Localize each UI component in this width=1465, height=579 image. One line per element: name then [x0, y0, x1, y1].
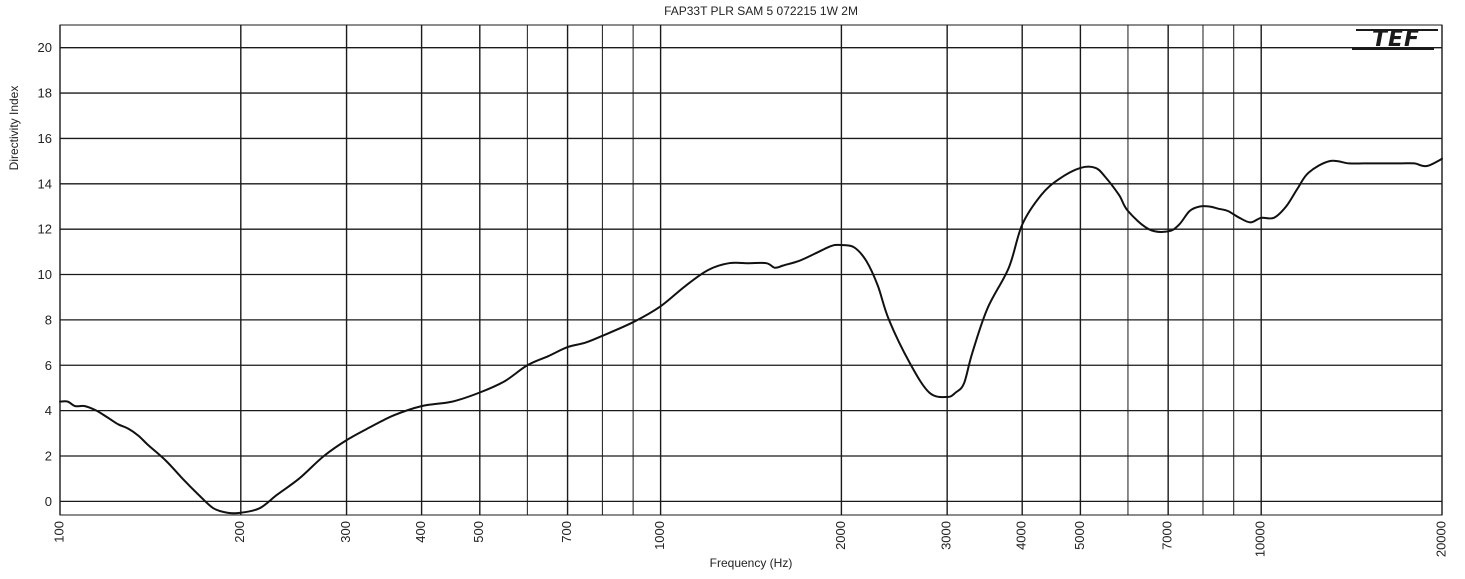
y-tick-label: 20: [38, 40, 52, 55]
x-tick-label: 100: [51, 521, 66, 543]
x-tick-label: 1000: [652, 521, 667, 550]
y-axis-label: Directivity Index: [7, 86, 21, 171]
tef-logo-icon: TEF: [1352, 27, 1438, 52]
x-tick-label: 7000: [1160, 521, 1175, 550]
y-tick-label: 18: [38, 86, 52, 101]
y-tick-labels: 0 2 4 6 8 10 12 14 16 18 20: [38, 40, 52, 509]
x-tick-label: 5000: [1072, 521, 1087, 550]
y-tick-label: 4: [45, 403, 52, 418]
x-tick-label: 4000: [1014, 521, 1029, 550]
x-tick-label: 500: [471, 521, 486, 543]
x-tick-labels: 100 200 300 400 500 700 1000 2000 3000 4000 5000 70…: [51, 521, 1448, 557]
x-tick-label: 700: [559, 521, 574, 543]
plot-frame: [59, 24, 1443, 516]
y-tick-label: 2: [45, 449, 52, 464]
y-tick-label: 0: [45, 494, 52, 509]
series-line: [59, 157, 1443, 515]
svg-text:TEF: TEF: [1372, 27, 1420, 52]
chart-title: FAP33T PLR SAM 5 072215 1W 2M: [664, 4, 858, 18]
grid: [59, 25, 1443, 515]
x-tick-label: 300: [338, 521, 353, 543]
x-tick-label: 200: [232, 521, 247, 543]
y-tick-label: 10: [38, 267, 52, 282]
y-tick-label: 6: [45, 358, 52, 373]
x-tick-label: 10000: [1253, 521, 1268, 557]
x-tick-label: 2000: [833, 521, 848, 550]
y-tick-label: 14: [38, 176, 52, 191]
y-tick-label: 16: [38, 131, 52, 146]
y-tick-label: 8: [45, 312, 52, 327]
x-tick-label: 20000: [1433, 521, 1448, 557]
x-axis-label: Frequency (Hz): [710, 556, 793, 570]
x-tick-label: 3000: [939, 521, 954, 550]
y-tick-label: 12: [38, 222, 52, 237]
x-tick-label: 400: [413, 521, 428, 543]
